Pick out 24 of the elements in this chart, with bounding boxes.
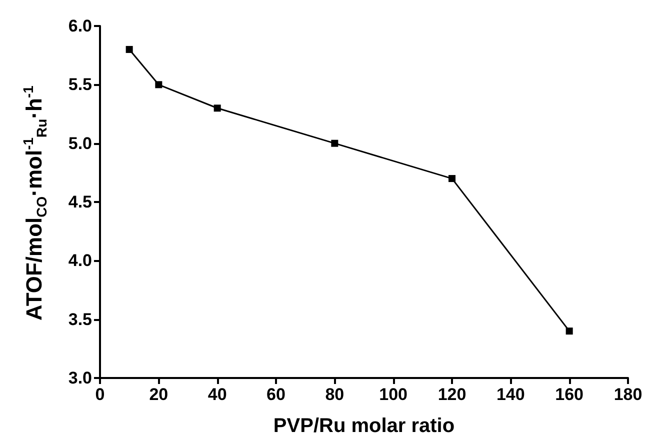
x-axis-title: PVP/Ru molar ratio xyxy=(273,415,455,437)
point xyxy=(331,140,338,147)
x-tick-label: 20 xyxy=(149,385,168,404)
x-tick-label: 140 xyxy=(496,385,525,404)
x-tick-label: 60 xyxy=(266,385,286,404)
y-tick-label: 3.0 xyxy=(68,368,92,388)
x-tick-label: 120 xyxy=(438,385,466,404)
y-tick-label: 3.5 xyxy=(68,310,92,329)
y-tick-label: 5.0 xyxy=(68,134,92,153)
x-tick-label: 40 xyxy=(208,385,227,404)
y-tick-label: 4.0 xyxy=(68,251,92,270)
point xyxy=(126,46,133,53)
y-tick-label: 5.5 xyxy=(68,75,92,94)
point xyxy=(214,104,221,112)
y-tick-label: 4.5 xyxy=(68,192,92,212)
point xyxy=(566,328,573,335)
x-tick-label: 180 xyxy=(614,385,642,404)
x-tick-label: 0 xyxy=(95,385,105,404)
point xyxy=(155,81,162,88)
y-tick-label: 6.0 xyxy=(68,16,92,36)
point xyxy=(448,175,456,182)
x-tick-label: 100 xyxy=(379,385,408,404)
x-tick-label: 80 xyxy=(325,385,344,404)
x-tick-label: 160 xyxy=(555,385,584,404)
